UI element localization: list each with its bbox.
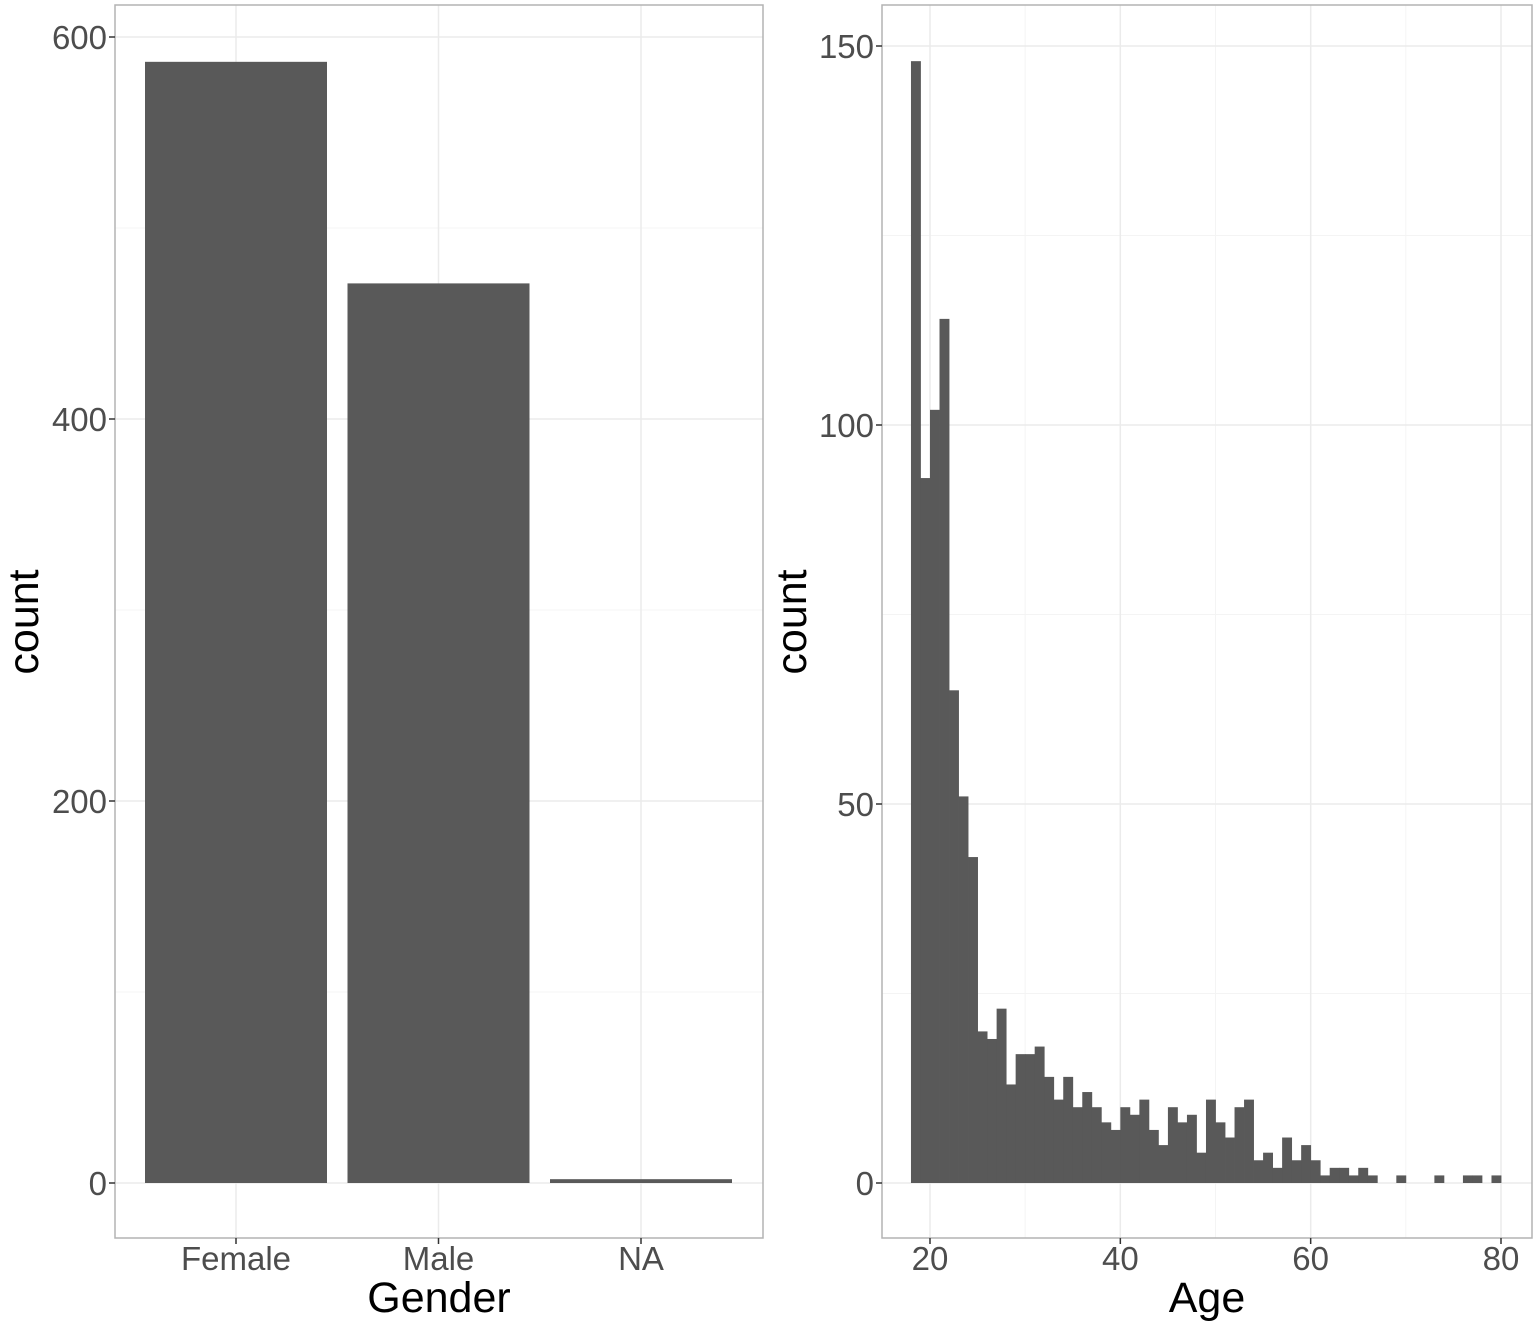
histogram-bin xyxy=(1053,1099,1064,1183)
histogram-bin xyxy=(1072,1107,1083,1183)
histogram-bin xyxy=(1186,1114,1197,1183)
histogram-bin xyxy=(1167,1107,1178,1183)
histogram-bin xyxy=(1320,1175,1331,1183)
histogram-bin xyxy=(1301,1145,1312,1183)
x-tick-label: Female xyxy=(181,1240,291,1277)
histogram-bin xyxy=(1177,1122,1188,1183)
bar-male xyxy=(347,283,530,1183)
y-tick-label: 50 xyxy=(837,786,874,823)
y-tick-label: 150 xyxy=(819,28,874,65)
x-tick-label: 80 xyxy=(1483,1240,1520,1277)
histogram-bin xyxy=(1044,1076,1055,1183)
histogram-bin xyxy=(1434,1175,1445,1183)
bar-na xyxy=(550,1179,732,1183)
histogram-bin xyxy=(1253,1160,1264,1183)
x-tick-label: 20 xyxy=(912,1240,949,1277)
histogram-bin xyxy=(1148,1129,1159,1183)
histogram-bin xyxy=(1263,1152,1273,1183)
histogram-bin xyxy=(968,857,978,1183)
histogram-bin xyxy=(1291,1160,1302,1183)
panel-background xyxy=(882,5,1532,1238)
histogram-bin xyxy=(930,409,940,1184)
y-tick-label: 400 xyxy=(52,401,107,438)
histogram-bin xyxy=(1225,1137,1235,1183)
histogram-bin xyxy=(1329,1167,1340,1183)
x-tick-label: Male xyxy=(403,1240,475,1277)
age-y-axis-title: count xyxy=(768,569,816,674)
y-tick-label: 0 xyxy=(89,1165,107,1202)
gender-bar-chart: 0 200 400 600 Female Male NA xyxy=(52,4,764,1277)
histogram-bin xyxy=(1101,1122,1112,1183)
histogram-bin xyxy=(1110,1129,1121,1183)
histogram-bin xyxy=(1272,1167,1283,1183)
histogram-bin xyxy=(1139,1099,1150,1183)
histogram-bin xyxy=(910,61,921,1183)
histogram-bin xyxy=(1196,1152,1207,1183)
histogram-bin xyxy=(1063,1076,1074,1183)
x-tick-label: 60 xyxy=(1292,1240,1329,1277)
gender-y-axis-title: count xyxy=(0,569,48,674)
histogram-bin xyxy=(1034,1046,1045,1183)
histogram-bin xyxy=(1082,1092,1093,1183)
histogram-bin xyxy=(939,318,950,1183)
histogram-bin xyxy=(1234,1107,1245,1183)
histogram-bin xyxy=(1310,1160,1321,1183)
histogram-bin xyxy=(1396,1175,1407,1183)
y-tick-label: 100 xyxy=(819,407,874,444)
histogram-bin xyxy=(1367,1175,1378,1183)
histogram-bin xyxy=(949,690,959,1183)
histogram-bin xyxy=(1025,1054,1036,1183)
histogram-bin xyxy=(1358,1167,1369,1183)
histogram-bin xyxy=(1205,1099,1216,1183)
gender-x-axis-title: Gender xyxy=(367,1274,510,1322)
age-x-axis-title: Age xyxy=(1169,1274,1246,1322)
histogram-bin xyxy=(1472,1175,1483,1183)
x-tick-label: 40 xyxy=(1102,1240,1139,1277)
histogram-bin xyxy=(1244,1099,1254,1183)
x-tick-label: NA xyxy=(618,1240,664,1277)
histogram-bin xyxy=(1158,1145,1169,1183)
bar-female xyxy=(145,61,327,1184)
histogram-bin xyxy=(1348,1175,1359,1183)
y-tick-label: 0 xyxy=(856,1165,874,1202)
histogram-bin xyxy=(1006,1084,1017,1183)
histogram-bin xyxy=(977,1031,988,1183)
y-tick-label: 200 xyxy=(52,783,107,820)
age-histogram: 0 50 100 150 20 40 60 80 xyxy=(819,4,1533,1277)
histogram-bin xyxy=(958,796,969,1183)
histogram-bin xyxy=(1015,1054,1026,1183)
histogram-bin xyxy=(920,478,931,1183)
histogram-bin xyxy=(1215,1122,1226,1183)
histogram-bin xyxy=(1091,1107,1102,1183)
histogram-bin xyxy=(1282,1137,1293,1183)
panel-border xyxy=(881,4,1533,1239)
histogram-bin xyxy=(1339,1167,1350,1183)
histogram-bin xyxy=(1491,1175,1502,1183)
histogram-bin xyxy=(987,1038,998,1183)
histogram-bin xyxy=(996,1008,1007,1183)
histogram-bin xyxy=(1462,1175,1473,1183)
y-tick-label: 600 xyxy=(52,19,107,56)
histogram-bin xyxy=(1120,1107,1131,1183)
histogram-bin xyxy=(1129,1114,1140,1183)
